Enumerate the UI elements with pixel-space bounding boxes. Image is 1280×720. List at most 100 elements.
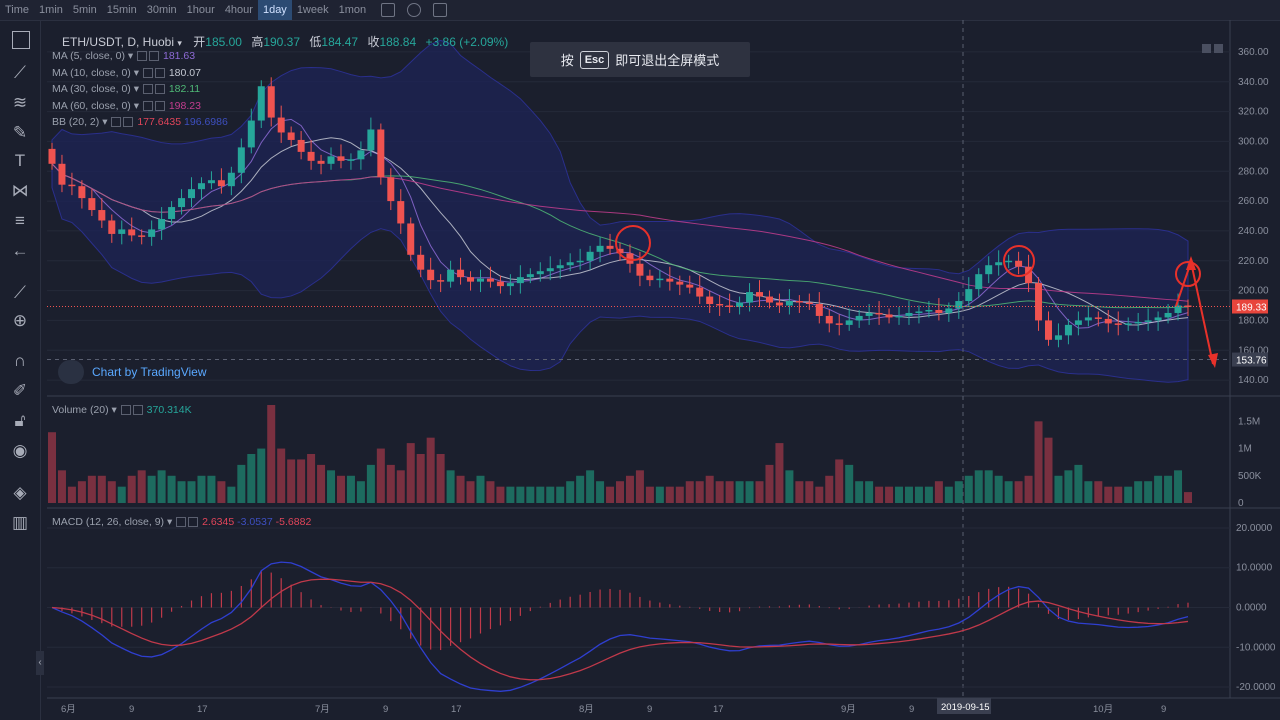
candle-body xyxy=(457,269,465,278)
ma30-label: MA (30, close, 0) xyxy=(52,83,131,95)
annotation-circle-3[interactable] xyxy=(1175,261,1201,287)
time-axis-label: 8月 xyxy=(579,704,594,715)
tradingview-watermark[interactable]: Chart by TradingView xyxy=(58,360,207,384)
crosshair-icon[interactable] xyxy=(12,31,30,49)
candle-body xyxy=(1074,320,1082,325)
volume-bar xyxy=(815,486,824,503)
candle-body xyxy=(197,183,205,190)
macd-axis-label: -20.0000 xyxy=(1236,682,1276,693)
time-axis-label: 9 xyxy=(647,704,652,715)
magnet-icon[interactable]: ∩ xyxy=(13,351,27,370)
esc-key-badge: Esc xyxy=(579,50,610,69)
candle-body xyxy=(1174,305,1182,313)
trash-icon[interactable]: ▥ xyxy=(11,513,29,532)
candle-body xyxy=(327,156,335,164)
fib-icon[interactable]: ≋ xyxy=(12,93,28,112)
timeframe-1min[interactable]: 1min xyxy=(39,4,63,16)
layers-icon[interactable]: ◈ xyxy=(13,483,27,502)
zoom-in-icon[interactable]: ⊕ xyxy=(12,311,28,330)
candle-body xyxy=(676,281,684,285)
pane-collapse-button[interactable] xyxy=(1202,44,1211,53)
arrow-left-icon[interactable]: ← xyxy=(11,241,29,260)
candle-body xyxy=(178,198,186,208)
brush-icon[interactable]: ✎ xyxy=(12,123,28,142)
candle-body xyxy=(805,302,813,305)
timeframe-1week[interactable]: 1week xyxy=(296,4,329,16)
candle-body xyxy=(706,296,714,305)
candle-body xyxy=(825,315,833,324)
prediction-icon[interactable]: ≡ xyxy=(15,211,25,230)
candle-body xyxy=(726,305,734,307)
volume-bar xyxy=(755,481,764,503)
volume-bar xyxy=(735,481,744,503)
lock-icon[interactable]: 🔓︎ xyxy=(14,411,26,430)
volume-bar xyxy=(1014,481,1023,503)
timeframe-30min[interactable]: 30min xyxy=(146,4,177,16)
volume-bar xyxy=(1094,481,1103,503)
eye-icon[interactable]: ◉ xyxy=(12,441,28,460)
candle-body xyxy=(496,281,504,287)
crosshair-date-tag xyxy=(937,698,991,714)
volume-bar xyxy=(665,486,674,503)
text-tool-icon[interactable]: T xyxy=(14,151,26,170)
ma-legend-10[interactable]: MA (10, close, 0) ▾ 180.07 xyxy=(52,67,201,79)
volume-bar xyxy=(247,454,256,503)
timeframe-1day[interactable]: 1day xyxy=(257,0,292,20)
candle-body xyxy=(297,139,305,152)
price-axis-label: 160.00 xyxy=(1238,345,1269,356)
annotation-circle-1[interactable] xyxy=(615,225,651,261)
timeframe-15min[interactable]: 15min xyxy=(106,4,137,16)
macd-axis-label: 20.0000 xyxy=(1236,523,1273,534)
candle-body xyxy=(1035,283,1043,321)
volume-bar xyxy=(576,475,585,503)
timeframe-1mon[interactable]: 1mon xyxy=(338,4,367,16)
volume-bar xyxy=(1174,470,1183,503)
ruler-icon[interactable]: ⟋ xyxy=(14,283,26,302)
candle-body xyxy=(68,184,76,187)
timeframe-1hour[interactable]: 1hour xyxy=(186,4,215,16)
volume-bar xyxy=(904,486,913,503)
volume-bar xyxy=(346,475,355,503)
volume-bar xyxy=(1034,421,1043,503)
candle-body xyxy=(437,280,445,282)
chart-style-icon[interactable] xyxy=(381,3,396,17)
volume-bar xyxy=(835,459,844,503)
candle-body xyxy=(775,302,783,306)
symbol-title[interactable]: ETH/USDT, D, Huobi xyxy=(62,35,175,49)
timeframe-time[interactable]: Time xyxy=(5,4,30,16)
volume-bar xyxy=(267,405,276,503)
macd-line xyxy=(51,561,1189,692)
candle-body xyxy=(58,163,66,185)
candle-body xyxy=(666,278,674,282)
trend-line-icon[interactable]: ⟋ xyxy=(14,63,26,82)
volume-bar xyxy=(157,470,166,503)
volume-bar xyxy=(386,464,395,503)
timeframe-5min[interactable]: 5min xyxy=(72,4,97,16)
time-axis-label: 9 xyxy=(383,704,388,715)
ma-legend-30[interactable]: MA (30, close, 0) ▾ 182.11 xyxy=(52,83,201,95)
ma-legend-5[interactable]: MA (5, close, 0) ▾ 181.63 xyxy=(52,50,196,62)
volume-bar xyxy=(1134,481,1143,503)
volume-bar xyxy=(1044,437,1053,503)
candle-body xyxy=(1064,324,1072,336)
annotation-circle-2[interactable] xyxy=(1003,245,1035,277)
collapse-arrow-icon[interactable]: ‹ xyxy=(36,651,44,675)
ma-legend-60[interactable]: MA (60, close, 0) ▾ 198.23 xyxy=(52,100,201,112)
pattern-icon[interactable]: ⋈ xyxy=(11,181,29,200)
lock-pencil-icon[interactable]: ✐ xyxy=(12,381,28,400)
volume-bar xyxy=(516,486,525,503)
volume-legend[interactable]: Volume (20) ▾ 370.314K xyxy=(52,404,192,416)
pane-maximize-button[interactable] xyxy=(1214,44,1223,53)
volume-bar xyxy=(705,475,714,503)
screenshot-icon[interactable] xyxy=(433,3,448,17)
timeframe-4hour[interactable]: 4hour xyxy=(224,4,253,16)
bb-legend[interactable]: BB (20, 2) ▾ 177.6435 196.6986 xyxy=(52,116,228,128)
candle-body xyxy=(895,315,903,318)
candle-body xyxy=(556,265,564,269)
settings-icon[interactable] xyxy=(407,3,422,17)
macd-legend[interactable]: MACD (12, 26, close, 9) ▾ 2.6345 -3.0537… xyxy=(52,516,312,528)
candle-body xyxy=(955,301,963,309)
last-price-tag-text: 189.33 xyxy=(1236,303,1267,314)
volume-bar xyxy=(645,486,654,503)
